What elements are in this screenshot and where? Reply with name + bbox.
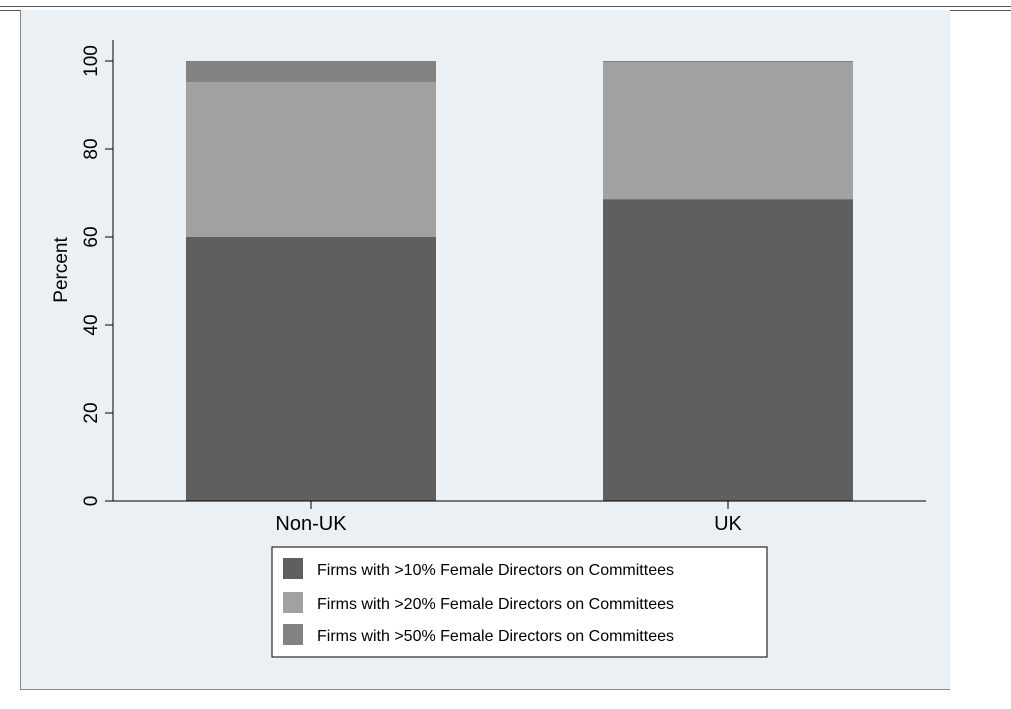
y-axis-label: Percent (51, 237, 72, 303)
bar-segment-uk-s2 (603, 62, 853, 200)
legend-label: Firms with >10% Female Directors on Comm… (317, 562, 674, 579)
y-tick-label: 0 (81, 496, 102, 507)
y-tick-label: 60 (81, 226, 102, 247)
bar-segment-uk-s3 (603, 61, 853, 63)
bar-segment-non-uk-s1 (186, 237, 436, 501)
x-tick-label: UK (714, 513, 742, 535)
legend-label: Firms with >50% Female Directors on Comm… (317, 628, 674, 645)
legend-label: Firms with >20% Female Directors on Comm… (317, 596, 674, 613)
x-ticks-group: Non-UK UK (275, 501, 743, 535)
y-tick-label: 100 (81, 45, 102, 77)
bars-group (186, 61, 853, 501)
y-tick-label: 80 (81, 138, 102, 159)
legend-box (271, 546, 768, 658)
bar-segment-non-uk-s3 (186, 61, 436, 83)
bar-segment-non-uk-s2 (186, 82, 436, 238)
y-tick-label: 20 (81, 402, 102, 423)
legend-swatch (283, 592, 303, 613)
x-tick-label: Non-UK (275, 513, 347, 535)
legend-swatch (283, 624, 303, 645)
y-ticks-group: 0 20 40 60 80 100 (81, 45, 113, 506)
legend-swatch (283, 558, 303, 579)
legend: Firms with >10% Female Directors on Comm… (271, 546, 768, 658)
y-tick-label: 40 (81, 314, 102, 335)
bar-segment-uk-s1 (603, 199, 853, 501)
top-rule (0, 6, 1011, 7)
